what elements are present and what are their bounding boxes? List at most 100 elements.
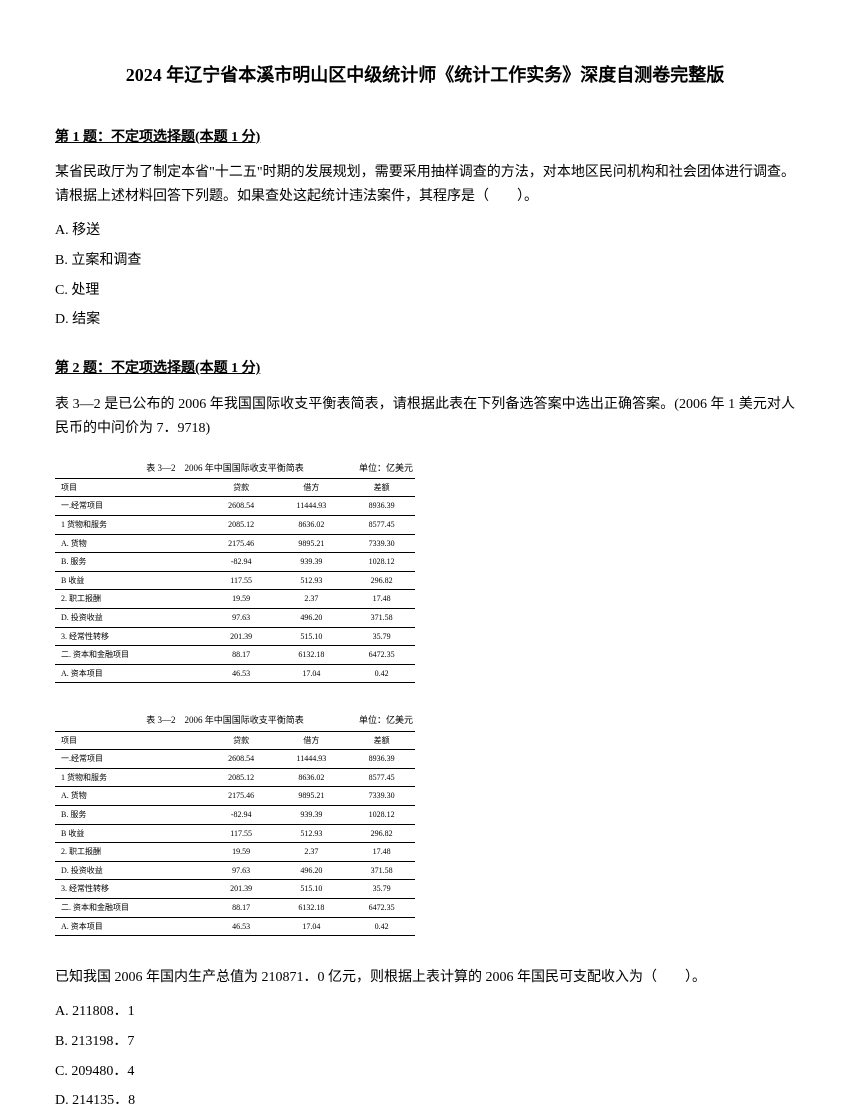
table-cell: 7339.30 xyxy=(348,787,415,806)
table-header-cell: 贷款 xyxy=(208,731,275,750)
table-cell: 17.04 xyxy=(274,664,348,683)
table-cell: 2608.54 xyxy=(208,750,275,769)
table-cell: 8636.02 xyxy=(274,768,348,787)
table-cell: 1 货物和服务 xyxy=(55,768,208,787)
table-cell: 1028.12 xyxy=(348,553,415,572)
table-cell: 8577.45 xyxy=(348,768,415,787)
table-row: A. 货物2175.469895.217339.30 xyxy=(55,787,415,806)
table-cell: 515.10 xyxy=(274,627,348,646)
table-row: 3. 经常性转移201.39515.1035.79 xyxy=(55,627,415,646)
table-caption: 表 3—2 2006 年中国国际收支平衡简表 xyxy=(57,713,333,728)
table-cell: 2.37 xyxy=(274,843,348,862)
table-cell: B. 服务 xyxy=(55,806,208,825)
table-cell: 6472.35 xyxy=(348,646,415,665)
table-cell: 19.59 xyxy=(208,590,275,609)
table-cell: B 收益 xyxy=(55,571,208,590)
table-row: A. 货物2175.469895.217339.30 xyxy=(55,534,415,553)
q1-body: 某省民政厅为了制定本省"十二五"时期的发展规划，需要采用抽样调查的方法，对本地区… xyxy=(55,161,795,209)
table-cell: 二. 资本和金融项目 xyxy=(55,646,208,665)
table-cell: 88.17 xyxy=(208,646,275,665)
table-cell: 88.17 xyxy=(208,899,275,918)
q2-post: 已知我国 2006 年国内生产总值为 210871．0 亿元，则根据上表计算的 … xyxy=(55,966,795,990)
table-cell: 35.79 xyxy=(348,627,415,646)
table-row: 二. 资本和金融项目88.176132.186472.35 xyxy=(55,899,415,918)
table-cell: 117.55 xyxy=(208,571,275,590)
q1-option-c: C. 处理 xyxy=(55,279,795,303)
table-cell: 2085.12 xyxy=(208,768,275,787)
table-row: B. 服务-82.94939.391028.12 xyxy=(55,806,415,825)
table-cell: 2608.54 xyxy=(208,497,275,516)
table-cell: 11444.93 xyxy=(274,497,348,516)
table-cell: A. 货物 xyxy=(55,787,208,806)
table-cell: -82.94 xyxy=(208,806,275,825)
table-cell: 7339.30 xyxy=(348,534,415,553)
q2-option-b: B. 213198．7 xyxy=(55,1030,795,1054)
table-cell: 6132.18 xyxy=(274,646,348,665)
table-cell: D. 投资收益 xyxy=(55,609,208,628)
q2-header: 第 2 题：不定项选择题(本题 1 分) xyxy=(55,357,795,381)
table-cell: 8936.39 xyxy=(348,497,415,516)
table-cell: 3. 经常性转移 xyxy=(55,880,208,899)
table-cell: 35.79 xyxy=(348,880,415,899)
table-cell: 9895.21 xyxy=(274,787,348,806)
table-cell: B. 服务 xyxy=(55,553,208,572)
table-cell: 97.63 xyxy=(208,609,275,628)
table-cell: 3. 经常性转移 xyxy=(55,627,208,646)
table-cell: 17.48 xyxy=(348,590,415,609)
table-header-cell: 借方 xyxy=(274,478,348,497)
table-cell: 2. 职工报酬 xyxy=(55,843,208,862)
table-cell: 496.20 xyxy=(274,861,348,880)
table-cell: 9895.21 xyxy=(274,534,348,553)
table-cell: 296.82 xyxy=(348,824,415,843)
table-cell: 6132.18 xyxy=(274,899,348,918)
table-row: D. 投资收益97.63496.20371.58 xyxy=(55,609,415,628)
table-cell: 1028.12 xyxy=(348,806,415,825)
table-cell: 512.93 xyxy=(274,571,348,590)
table-cell: 17.04 xyxy=(274,917,348,936)
q1-option-d: D. 结案 xyxy=(55,308,795,332)
table-cell: 2175.46 xyxy=(208,534,275,553)
table-row: 1 货物和服务2085.128636.028577.45 xyxy=(55,516,415,535)
table-cell: 1 货物和服务 xyxy=(55,516,208,535)
table-cell: 512.93 xyxy=(274,824,348,843)
table-cell: 6472.35 xyxy=(348,899,415,918)
table-cell: 46.53 xyxy=(208,917,275,936)
q2-option-d: D. 214135．8 xyxy=(55,1089,795,1113)
table-cell: 371.58 xyxy=(348,609,415,628)
table-cell: 201.39 xyxy=(208,880,275,899)
table-cell: 2.37 xyxy=(274,590,348,609)
table-cell: 0.42 xyxy=(348,664,415,683)
table-row: 3. 经常性转移201.39515.1035.79 xyxy=(55,880,415,899)
q2-option-a: A. 211808．1 xyxy=(55,1000,795,1024)
table-cell: 97.63 xyxy=(208,861,275,880)
table-row: 2. 职工报酬19.592.3717.48 xyxy=(55,590,415,609)
table-row: 1 货物和服务2085.128636.028577.45 xyxy=(55,768,415,787)
table-row: B 收益117.55512.93296.82 xyxy=(55,571,415,590)
table-cell: 19.59 xyxy=(208,843,275,862)
document-title: 2024 年辽宁省本溪市明山区中级统计师《统计工作实务》深度自测卷完整版 xyxy=(55,60,795,91)
table-cell: 一.经常项目 xyxy=(55,750,208,769)
table-cell: 8936.39 xyxy=(348,750,415,769)
table-cell: A. 资本项目 xyxy=(55,917,208,936)
table-header-cell: 差额 xyxy=(348,731,415,750)
table-cell: 515.10 xyxy=(274,880,348,899)
data-table-1: 表 3—2 2006 年中国国际收支平衡简表 单位：亿美元 项目贷款借方差额一.… xyxy=(55,461,415,684)
table-cell: 二. 资本和金融项目 xyxy=(55,899,208,918)
table-cell: 939.39 xyxy=(274,806,348,825)
table-header-cell: 差额 xyxy=(348,478,415,497)
table-cell: 8577.45 xyxy=(348,516,415,535)
table-cell: D. 投资收益 xyxy=(55,861,208,880)
table-header-cell: 项目 xyxy=(55,731,208,750)
table-unit: 单位：亿美元 xyxy=(333,461,413,476)
table-row: 一.经常项目2608.5411444.938936.39 xyxy=(55,750,415,769)
table-cell: 2175.46 xyxy=(208,787,275,806)
table-cell: 11444.93 xyxy=(274,750,348,769)
table-cell: 一.经常项目 xyxy=(55,497,208,516)
table-row: 二. 资本和金融项目88.176132.186472.35 xyxy=(55,646,415,665)
table-row: 2. 职工报酬19.592.3717.48 xyxy=(55,843,415,862)
table-cell: 496.20 xyxy=(274,609,348,628)
table-cell: B 收益 xyxy=(55,824,208,843)
table-header-cell: 借方 xyxy=(274,731,348,750)
table-row: B. 服务-82.94939.391028.12 xyxy=(55,553,415,572)
q2-body: 表 3—2 是已公布的 2006 年我国国际收支平衡表简表，请根据此表在下列备选… xyxy=(55,393,795,441)
